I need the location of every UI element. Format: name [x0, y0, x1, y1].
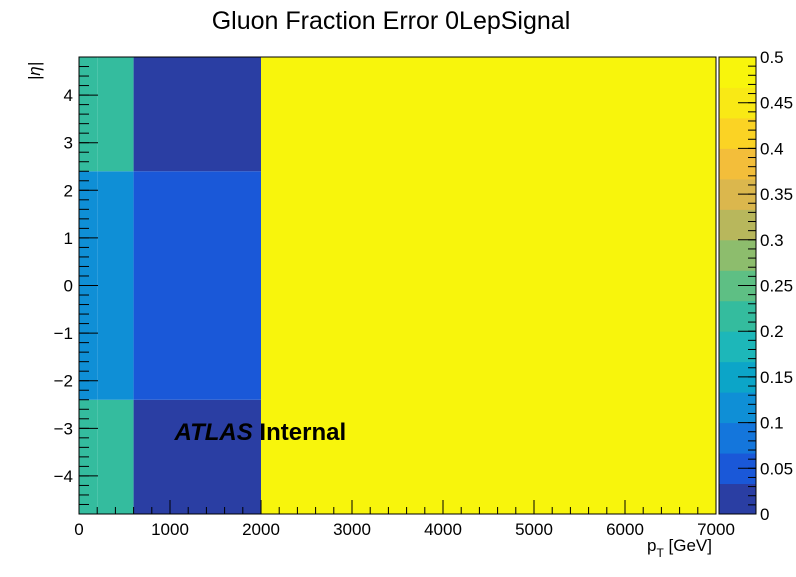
- x-tick-label: 4000: [424, 520, 462, 539]
- heatmap-cell: [133, 57, 261, 172]
- y-tick-label: 0: [64, 277, 73, 296]
- color-scale-band: [719, 422, 756, 454]
- color-scale-tick-label: 0.05: [760, 459, 793, 478]
- color-scale-band: [719, 331, 756, 363]
- x-tick-label: 5000: [515, 520, 553, 539]
- y-tick-label: 2: [64, 181, 73, 200]
- y-tick-label: −2: [54, 372, 73, 391]
- color-scale-band: [719, 209, 756, 241]
- color-scale-tick-label: 0.45: [760, 94, 793, 113]
- heatmap-cell: [97, 171, 134, 400]
- color-scale-tick-label: 0.3: [760, 231, 784, 250]
- x-tick-label: 2000: [242, 520, 280, 539]
- heatmap-cell: [97, 57, 134, 172]
- x-axis-label-subscript: T: [656, 546, 664, 560]
- color-scale-band: [719, 483, 756, 515]
- color-scale-tick-label: 0.15: [760, 368, 793, 387]
- y-axis: −4 −3 −2 −1 0 1 2 3 4: [54, 56, 98, 515]
- x-axis-label-main: p: [647, 536, 656, 555]
- heatmap-cell: [133, 399, 261, 514]
- color-scale-tick-label: 0.5: [760, 48, 784, 67]
- chart-title: Gluon Fraction Error 0LepSignal: [212, 7, 571, 35]
- x-tick-label: 6000: [606, 520, 644, 539]
- x-tick-label: 3000: [333, 520, 371, 539]
- heatmap-cell: [261, 57, 716, 514]
- x-axis-label-unit: [GeV]: [664, 536, 712, 555]
- x-tick-label: 7000: [697, 520, 735, 539]
- y-tick-label: 1: [64, 229, 73, 248]
- y-tick-label: 3: [64, 134, 73, 153]
- y-tick-label: −1: [54, 324, 73, 343]
- color-scale-tick-label: 0.2: [760, 322, 784, 341]
- y-tick-label: −4: [54, 467, 73, 486]
- y-axis-label: |η|: [25, 62, 44, 80]
- heatmap-cells: [79, 57, 716, 514]
- color-scale-band: [719, 300, 756, 332]
- color-scale-band: [719, 392, 756, 424]
- color-scale: [719, 57, 756, 515]
- x-tick-label: 1000: [151, 520, 189, 539]
- atlas-label-internal: Internal: [253, 419, 346, 446]
- color-scale-band: [719, 57, 756, 88]
- color-scale-tick-label: 0.4: [760, 139, 784, 158]
- color-scale-tick-label: 0.35: [760, 185, 793, 204]
- color-scale-band: [719, 148, 756, 180]
- color-scale-axis: 0 0.05 0.1 0.15 0.2 0.25 0.3 0.35 0.4 0.45 0.5: [738, 48, 793, 524]
- heatmap-cell: [133, 171, 261, 400]
- color-scale-tick-label: 0.1: [760, 414, 784, 433]
- color-scale-band: [719, 239, 756, 271]
- atlas-internal-label: ATLAS Internal: [174, 419, 347, 446]
- x-tick-label: 0: [74, 520, 83, 539]
- x-axis: 0 1000 2000 3000 4000 5000 6000 7000: [74, 500, 735, 539]
- y-tick-label: −3: [54, 419, 73, 438]
- color-scale-band: [719, 117, 756, 149]
- color-scale-tick-label: 0: [760, 505, 769, 524]
- color-scale-tick-label: 0.25: [760, 277, 793, 296]
- x-axis-label: pT [GeV]: [647, 536, 712, 560]
- heatmap-cell: [97, 399, 134, 514]
- atlas-label-bold-italic: ATLAS: [174, 419, 253, 446]
- y-tick-label: 4: [64, 86, 73, 105]
